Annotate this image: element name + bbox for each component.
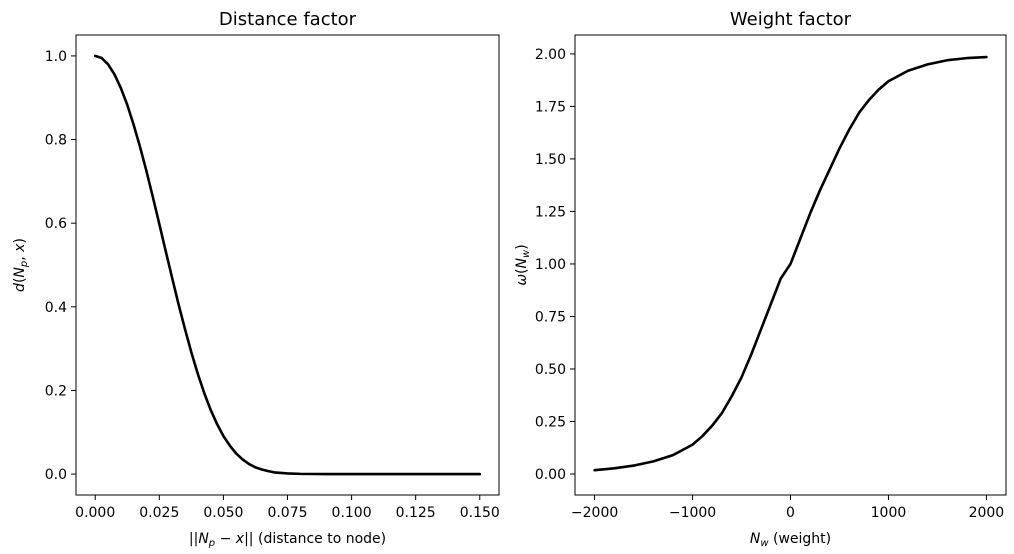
y-tick-label: 1.0 [45, 49, 67, 65]
weight-factor-curve [593, 55, 988, 472]
y-tick-label: 1.50 [535, 152, 566, 168]
label-part: x [12, 243, 28, 253]
y-tick-label: 0.25 [535, 414, 566, 430]
distance-factor-x-axis-label: ||Np − x|| (distance to node) [189, 531, 386, 549]
label-part: − [215, 531, 236, 547]
x-tick-label: −2000 [571, 505, 618, 521]
label-part: ω [514, 274, 530, 286]
x-tick-label: −1000 [669, 505, 716, 521]
label-part: N [750, 531, 761, 547]
x-tick-label: 0 [786, 505, 795, 521]
y-tick-label: 0.6 [45, 216, 67, 232]
distance-factor-chart: Distance factor 0.000 0.025 0.050 0.075 0.100… [12, 9, 500, 549]
x-tick-label: 0.075 [267, 505, 307, 521]
y-tick-label: 0.50 [535, 362, 566, 378]
y-tick-label: 1.00 [535, 257, 566, 273]
distance-factor-axes-frame [75, 34, 500, 496]
y-tick-label: 2.00 [535, 47, 566, 63]
label-part: N [12, 267, 28, 278]
label-part: ) [12, 238, 28, 243]
label-part: N [514, 257, 530, 268]
label-part: p [19, 261, 30, 268]
label-part: w [760, 538, 769, 549]
y-tick-label: 0.2 [45, 383, 67, 399]
x-tick-label: 1000 [871, 505, 907, 521]
y-tick-label: 1.25 [535, 204, 566, 220]
x-tick-label: 2000 [969, 505, 1005, 521]
y-tick-label: 0.8 [45, 133, 67, 149]
label-part: x [235, 531, 245, 547]
label-part: N [198, 531, 209, 547]
x-tick-label: 0.025 [139, 505, 179, 521]
weight-factor-title: Weight factor [730, 9, 852, 30]
label-part: (weight) [769, 531, 832, 547]
weight-factor-x-axis-label: Nw (weight) [750, 531, 831, 549]
label-part: p [208, 538, 215, 549]
label-part: , [12, 252, 28, 261]
x-tick-label: 0.125 [396, 505, 436, 521]
x-tick-label: 0.100 [332, 505, 372, 521]
y-tick-label: 0.0 [45, 467, 67, 483]
label-part: ( [514, 268, 530, 273]
label-part: d [12, 283, 28, 292]
distance-factor-y-axis-label: d(Np, x) [12, 238, 30, 292]
weight-factor-y-axis-label: ω(Nw) [514, 244, 532, 285]
x-tick-label: 0.050 [203, 505, 243, 521]
label-part: ) [514, 244, 530, 249]
label-part: ( [12, 278, 28, 283]
y-tick-label: 1.75 [535, 99, 566, 115]
label-part: || (distance to node) [244, 531, 386, 547]
label-part: || [189, 531, 198, 547]
x-tick-label: 0.000 [75, 505, 115, 521]
distance-factor-title: Distance factor [219, 9, 357, 30]
weight-factor-chart: Weight factor −2000 −1000 0 1000 2000 0.00 0.25… [514, 9, 1007, 549]
y-tick-label: 0.4 [45, 300, 67, 316]
y-tick-label: 0.75 [535, 309, 566, 325]
label-part: w [521, 249, 532, 258]
x-tick-label: 0.150 [460, 505, 500, 521]
y-tick-label: 0.00 [535, 467, 566, 483]
distance-factor-curve [93, 54, 482, 476]
